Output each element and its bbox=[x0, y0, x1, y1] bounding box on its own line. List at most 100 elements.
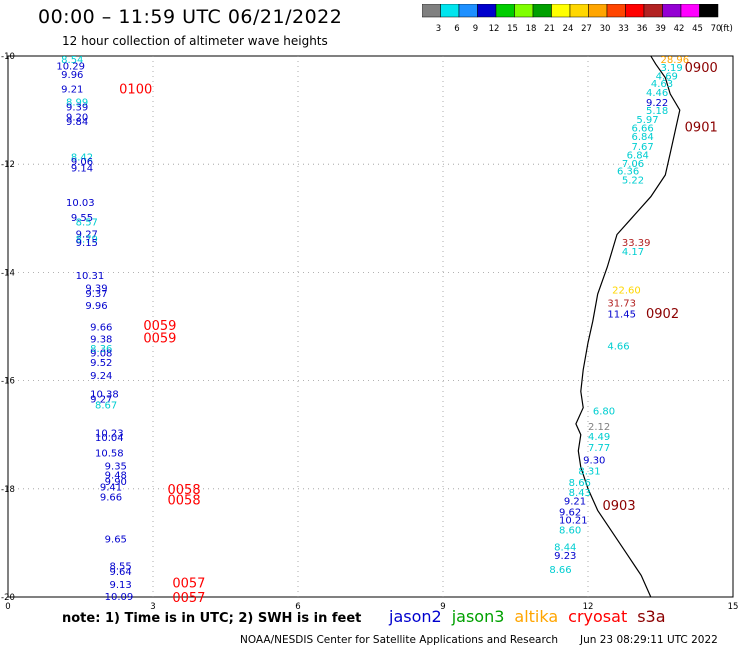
satellite-legend: jason2 jason3 altika cryosat s3a bbox=[389, 607, 676, 626]
wave-height-value: 31.73 bbox=[607, 299, 636, 310]
wave-height-value: 9.66 bbox=[100, 492, 122, 503]
scale-label: 70 bbox=[711, 24, 722, 34]
x-tick-label: 0 bbox=[5, 602, 10, 610]
pass-time-label: 0100 bbox=[119, 82, 152, 97]
wave-height-value: 9.96 bbox=[61, 70, 83, 81]
note-text: note: 1) Time is in UTC; 2) SWH is in fe… bbox=[62, 611, 362, 626]
wave-height-value: 6.84 bbox=[627, 150, 649, 161]
wave-height-value: 4.46 bbox=[646, 88, 668, 99]
wave-height-value: 10.09 bbox=[105, 592, 134, 603]
color-scale-legend: 3 6 9 12 15 18 21 24 27 30 33 36 39 42 45 70(ft) bbox=[422, 4, 733, 34]
pass-time-label: 0058 bbox=[168, 483, 201, 498]
wave-height-value: 9.21 bbox=[564, 497, 586, 508]
wave-height-value: 9.39 bbox=[66, 102, 88, 113]
y-tick-label: -10 bbox=[1, 52, 15, 62]
wave-height-value: 9.65 bbox=[105, 535, 127, 546]
wave-height-value: 10.21 bbox=[559, 516, 588, 527]
scale-unit: (ft) bbox=[720, 24, 733, 34]
wave-height-value: 11.45 bbox=[607, 310, 636, 321]
wave-height-value: 9.41 bbox=[100, 483, 122, 494]
wave-height-value: 9.24 bbox=[90, 371, 112, 382]
wave-height-value: 6.80 bbox=[593, 406, 615, 417]
x-tick-label: 12 bbox=[583, 602, 594, 610]
wave-height-value: 7.06 bbox=[622, 159, 644, 170]
y-tick-label: -18 bbox=[1, 485, 15, 495]
scale-label: 9 bbox=[473, 24, 478, 34]
satellite-label-altika: altika bbox=[514, 607, 559, 626]
wave-height-value: 5.18 bbox=[646, 106, 668, 117]
pass-time-label: 0058 bbox=[168, 494, 201, 509]
wave-height-value: 9.22 bbox=[646, 98, 668, 109]
satellite-label-cryosat: cryosat bbox=[568, 607, 628, 626]
wave-height-value: 9.27 bbox=[90, 394, 112, 405]
scale-label: 24 bbox=[563, 24, 574, 34]
wave-height-value: 4.66 bbox=[607, 341, 629, 352]
scale-label: 18 bbox=[526, 24, 537, 34]
wave-height-value: 9.23 bbox=[554, 551, 576, 562]
pass-time-label: 0057 bbox=[172, 576, 205, 591]
scale-label: 30 bbox=[600, 24, 611, 34]
pass-time-label: 0901 bbox=[685, 120, 718, 135]
wave-height-value: 8.43 bbox=[569, 488, 591, 499]
scale-label: 27 bbox=[581, 24, 592, 34]
coastline bbox=[575, 55, 681, 598]
wave-height-value: 9.66 bbox=[90, 323, 112, 334]
wave-height-value: 9.37 bbox=[85, 289, 107, 300]
wave-height-value: 9.39 bbox=[85, 284, 107, 295]
x-tick-label: 9 bbox=[440, 602, 445, 610]
wave-height-value: 5.22 bbox=[622, 175, 644, 186]
map-subtitle: 12 hour collection of altimeter wave hei… bbox=[62, 34, 328, 48]
wave-height-value: 4.69 bbox=[656, 71, 678, 82]
y-tick-label: -16 bbox=[1, 377, 15, 387]
wave-height-value: 9.15 bbox=[76, 238, 98, 249]
wave-height-value: 8.31 bbox=[578, 466, 600, 477]
wave-height-value: 10.29 bbox=[56, 62, 85, 73]
satellite-label-jason2: jason2 bbox=[389, 607, 442, 626]
wave-height-map: 0 3 6 9 12 15-10-12-14-16-18-208.5410.299.969… bbox=[1, 52, 739, 610]
wave-height-value: 10.38 bbox=[90, 390, 119, 401]
wave-height-value: 8.54 bbox=[61, 55, 83, 66]
pass-time-label: 0900 bbox=[685, 61, 718, 76]
wave-height-value: 33.39 bbox=[622, 238, 651, 249]
wave-height-value: 10.03 bbox=[66, 198, 95, 209]
wave-height-value: 2.12 bbox=[588, 422, 610, 433]
wave-height-value: 7.77 bbox=[588, 443, 610, 454]
pass-time-label: 0059 bbox=[143, 319, 176, 334]
wave-height-value: 9.38 bbox=[90, 334, 112, 345]
wave-height-value: 9.06 bbox=[71, 157, 93, 168]
wave-height-value: 9.96 bbox=[85, 301, 107, 312]
scale-label: 12 bbox=[489, 24, 500, 34]
pass-time-label: 0059 bbox=[143, 331, 176, 346]
wave-height-value: 7.67 bbox=[632, 142, 654, 153]
wave-height-value: 9.21 bbox=[61, 84, 83, 95]
wave-height-value: 8.66 bbox=[549, 565, 571, 576]
wave-height-value: 6.84 bbox=[632, 132, 654, 143]
wave-height-value: 9.08 bbox=[90, 348, 112, 359]
wave-height-value: 9.64 bbox=[110, 567, 132, 578]
wave-height-value: 9.27 bbox=[76, 229, 98, 240]
satellite-label-jason3: jason3 bbox=[451, 607, 505, 626]
pass-time-label: 0902 bbox=[646, 307, 679, 322]
wave-height-value: 8.36 bbox=[90, 344, 112, 355]
x-tick-label: 3 bbox=[150, 602, 155, 610]
wave-height-value: 4.49 bbox=[588, 432, 610, 443]
x-tick-label: 15 bbox=[728, 602, 739, 610]
wave-height-value: 22.60 bbox=[612, 286, 641, 297]
wave-height-value: 9.14 bbox=[71, 163, 93, 174]
scale-label: 42 bbox=[674, 24, 685, 34]
pass-time-label: 0903 bbox=[603, 499, 636, 514]
y-tick-label: -12 bbox=[1, 160, 15, 170]
timestamp-text: Jun 23 08:29:11 UTC 2022 bbox=[580, 634, 718, 646]
wave-height-value: 9.90 bbox=[105, 477, 127, 488]
wave-height-value: 9.30 bbox=[583, 456, 605, 467]
wave-height-value: 6.36 bbox=[617, 167, 639, 178]
y-tick-label: -20 bbox=[1, 593, 15, 603]
scale-label: 3 bbox=[436, 24, 441, 34]
credit-text: NOAA/NESDIS Center for Satellite Applica… bbox=[240, 634, 558, 646]
wave-height-value: 8.44 bbox=[554, 543, 576, 554]
wave-height-value: 9.35 bbox=[105, 462, 127, 473]
wave-height-value: 8.67 bbox=[95, 400, 117, 411]
wave-height-value: 28.96 bbox=[661, 55, 690, 66]
scale-label: 15 bbox=[507, 24, 518, 34]
scale-swatch bbox=[699, 4, 719, 18]
